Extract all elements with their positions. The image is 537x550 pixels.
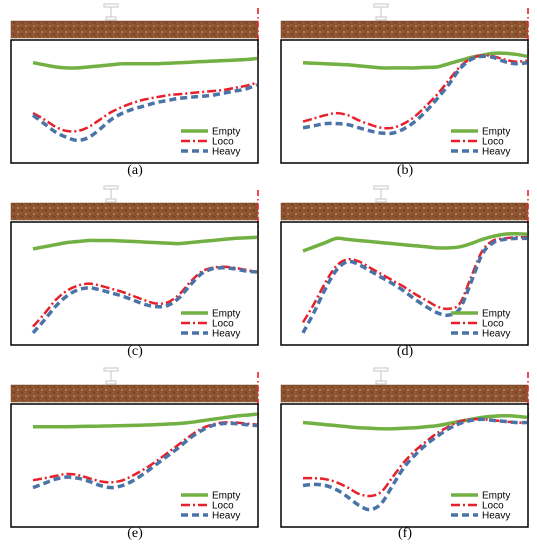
legend-label-heavy: Heavy <box>212 511 240 522</box>
caption-a: (a) <box>127 163 143 178</box>
series-heavy-line <box>32 421 258 490</box>
series-heavy-line <box>302 417 528 512</box>
legend-label-empty: Empty <box>482 491 510 502</box>
series-loco-line <box>32 265 258 328</box>
rail-icon <box>103 185 119 203</box>
legend-label-loco: Loco <box>212 137 234 148</box>
legend-label-heavy: Heavy <box>212 147 240 158</box>
plot-frame <box>280 39 529 164</box>
legend-label-heavy: Heavy <box>482 511 510 522</box>
rail-icon <box>373 185 389 203</box>
legend-label-loco: Loco <box>212 501 234 512</box>
legend-label-heavy: Heavy <box>212 329 240 340</box>
rail-icon <box>373 3 389 21</box>
legend-label-heavy: Heavy <box>482 329 510 340</box>
legend-label-loco: Loco <box>212 319 234 330</box>
series-heavy-line <box>31 266 258 335</box>
series-empty-line <box>32 235 258 251</box>
series-empty-line <box>302 413 528 431</box>
series-loco-line <box>32 81 258 133</box>
series-loco-line <box>301 236 528 324</box>
caption-c: (c) <box>127 344 143 359</box>
soil-strip <box>10 384 259 403</box>
rail-icon <box>103 367 119 385</box>
rail-icon <box>103 3 119 21</box>
soil-strip <box>280 20 529 39</box>
soil-strip <box>10 20 259 39</box>
soil-strip <box>280 384 529 403</box>
soil-strip <box>10 202 259 221</box>
legend-label-loco: Loco <box>482 501 504 512</box>
series-empty-line <box>302 231 528 253</box>
caption-d: (d) <box>396 344 414 359</box>
caption-f: (f) <box>398 526 412 541</box>
legend-label-empty: Empty <box>482 127 510 138</box>
legend-label-empty: Empty <box>212 127 240 138</box>
legend-label-loco: Loco <box>482 319 504 330</box>
legend-label-empty: Empty <box>482 309 510 320</box>
series-loco-line <box>302 417 528 498</box>
legend-label-empty: Empty <box>212 491 240 502</box>
caption-e: (e) <box>127 526 143 541</box>
series-heavy-line <box>302 54 528 136</box>
series-empty-line <box>302 51 528 70</box>
series-empty-line <box>33 412 258 429</box>
legend-label-empty: Empty <box>212 309 240 320</box>
legend-label-loco: Loco <box>482 137 504 148</box>
rail-icon <box>373 367 389 385</box>
soil-strip <box>280 202 529 221</box>
series-empty-line <box>32 56 258 70</box>
caption-b: (b) <box>396 163 414 178</box>
series-loco-line <box>302 53 528 130</box>
legend-label-heavy: Heavy <box>482 147 510 158</box>
